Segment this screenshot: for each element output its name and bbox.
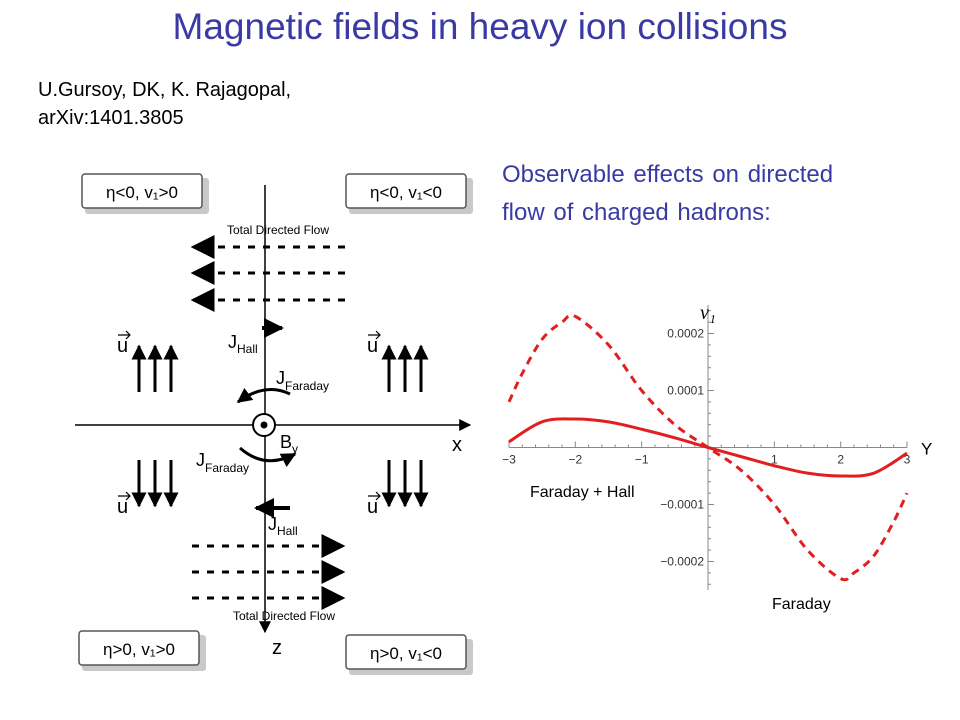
authors-line: U.Gursoy, DK, K. Rajagopal,: [38, 79, 292, 101]
j-hall-top-label: JHall: [228, 332, 258, 356]
j-faraday-top-arrow: [236, 387, 291, 404]
box-bottom-left-label: η>0, v₁>0: [103, 640, 175, 659]
v1-vs-rapidity-chart: −3 −2 −1 1 2 3 0.0002 0.0001 −0.0001 −0.0002 v₁ Y: [502, 302, 932, 590]
u-vector-marks: [118, 330, 381, 501]
box-top-right-label: η<0, v₁<0: [370, 183, 442, 202]
box-bottom-right-label: η>0, v₁<0: [370, 644, 442, 663]
slide-title: Magnetic fields in heavy ion collisions: [172, 6, 788, 47]
b-field-dot: [260, 421, 268, 429]
j-faraday-top-label: JFaraday: [276, 368, 329, 393]
chart-y-tick-label: 0.0002: [667, 327, 704, 341]
total-flow-top-label: Total Directed Flow: [227, 223, 329, 237]
box-bottom-right: η>0, v₁<0: [345, 634, 473, 675]
u-arrows-lower-left: [131, 460, 179, 508]
legend-faraday-hall: Faraday + Hall: [530, 484, 635, 501]
u-label-lower-right: u: [367, 496, 378, 518]
box-top-left: η<0, v₁>0: [81, 173, 209, 214]
u-label-upper-right: u: [367, 335, 378, 357]
u-arrows-upper-left: [131, 344, 179, 392]
observable-effects-heading: Observable effects on directed flow of c…: [502, 156, 833, 232]
chart-x-tick-label: 2: [837, 453, 844, 467]
chart-x-tick-label: 1: [771, 453, 778, 467]
box-top-left-label: η<0, v₁>0: [106, 183, 178, 202]
j-hall-bottom-label: JHall: [268, 514, 298, 538]
chart-y-axis-label: v₁: [700, 302, 716, 324]
x-axis-label: x: [452, 434, 462, 456]
author-citation: U.Gursoy, DK, K. Rajagopal, arXiv:1401.3…: [38, 76, 291, 132]
chart-x-tick-label: −3: [502, 453, 516, 467]
box-top-right: η<0, v₁<0: [345, 173, 473, 214]
b-field-label: By: [280, 432, 298, 456]
j-faraday-bottom-arrow: [239, 446, 297, 467]
chart-x-tick-label: 3: [904, 453, 911, 467]
arxiv-reference: arXiv:1401.3805: [38, 107, 184, 129]
chart-x-tick-label: −2: [568, 453, 582, 467]
top-flow-arrows: [190, 235, 345, 312]
j-faraday-bottom-label: JFaraday: [196, 450, 249, 475]
chart-y-tick-label: −0.0001: [660, 498, 704, 512]
u-arrows-upper-right: [381, 344, 429, 392]
observable-line-1: Observable effects on directed: [502, 161, 834, 188]
bottom-flow-arrows: [192, 534, 346, 610]
z-axis-label: z: [272, 637, 282, 659]
chart-x-tick-label: −1: [635, 453, 649, 467]
chart-y-tick-label: 0.0001: [667, 384, 704, 398]
chart-y-tick-label: −0.0002: [660, 555, 704, 569]
u-arrows-lower-right: [381, 460, 429, 508]
u-label-upper-left: u: [117, 335, 128, 357]
observable-line-2: flow of charged hadrons:: [502, 199, 771, 226]
total-flow-bottom-label: Total Directed Flow: [233, 609, 335, 623]
u-label-lower-left: u: [117, 496, 128, 518]
series-line-faraday: [507, 313, 909, 582]
legend-faraday: Faraday: [772, 596, 831, 613]
chart-x-axis-label: Y: [921, 440, 932, 459]
box-bottom-left: η>0, v₁>0: [78, 630, 206, 671]
